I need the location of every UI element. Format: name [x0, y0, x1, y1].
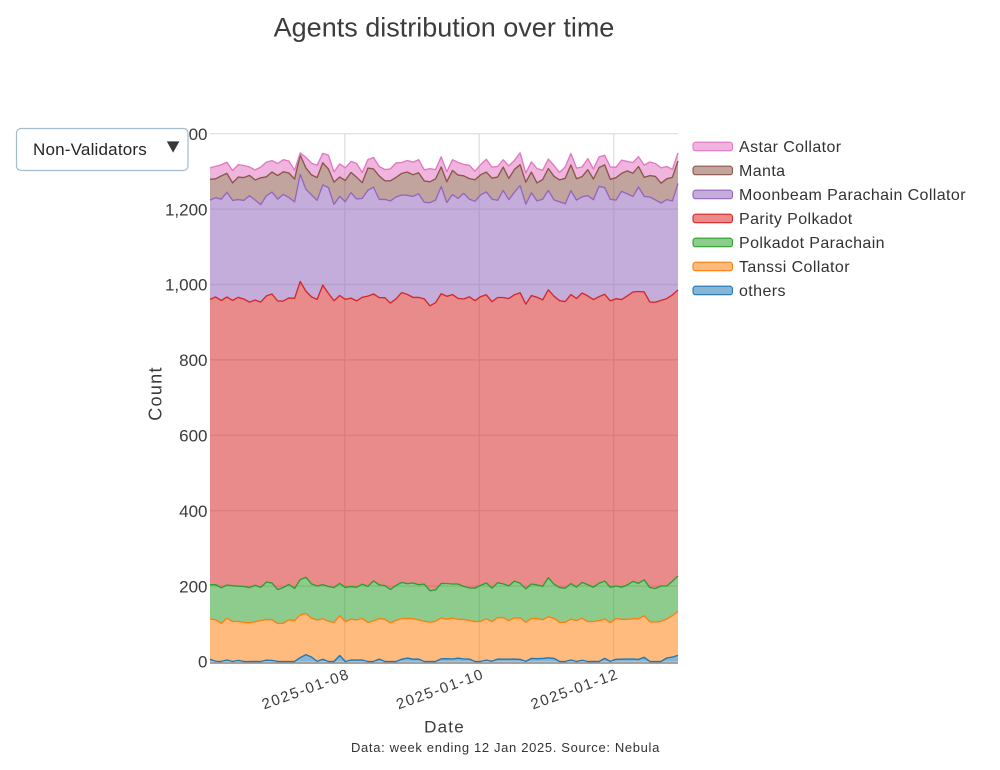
svg-text:Polkadot Parachain: Polkadot Parachain [739, 235, 885, 252]
svg-text:Non-Validators: Non-Validators [33, 140, 147, 159]
svg-text:1,000: 1,000 [165, 276, 208, 295]
svg-text:800: 800 [179, 351, 207, 370]
svg-text:0: 0 [198, 653, 207, 672]
svg-text:Moonbeam Parachain Collator: Moonbeam Parachain Collator [739, 187, 966, 204]
svg-text:Parity Polkadot: Parity Polkadot [739, 211, 853, 228]
svg-text:Date: Date [424, 718, 465, 737]
svg-text:1,200: 1,200 [165, 200, 208, 219]
svg-text:others: others [739, 283, 786, 300]
svg-text:Count: Count [146, 366, 166, 421]
svg-text:Manta: Manta [739, 163, 785, 180]
svg-text:Tanssi Collator: Tanssi Collator [739, 259, 850, 276]
svg-text:400: 400 [179, 502, 207, 521]
svg-text:Agents distribution over time: Agents distribution over time [274, 13, 615, 43]
svg-text:600: 600 [179, 427, 207, 446]
svg-text:Data: week ending 12 Jan 2025.: Data: week ending 12 Jan 2025. Source: N… [351, 740, 660, 755]
svg-text:200: 200 [179, 577, 207, 596]
svg-text:Astar Collator: Astar Collator [739, 139, 842, 156]
